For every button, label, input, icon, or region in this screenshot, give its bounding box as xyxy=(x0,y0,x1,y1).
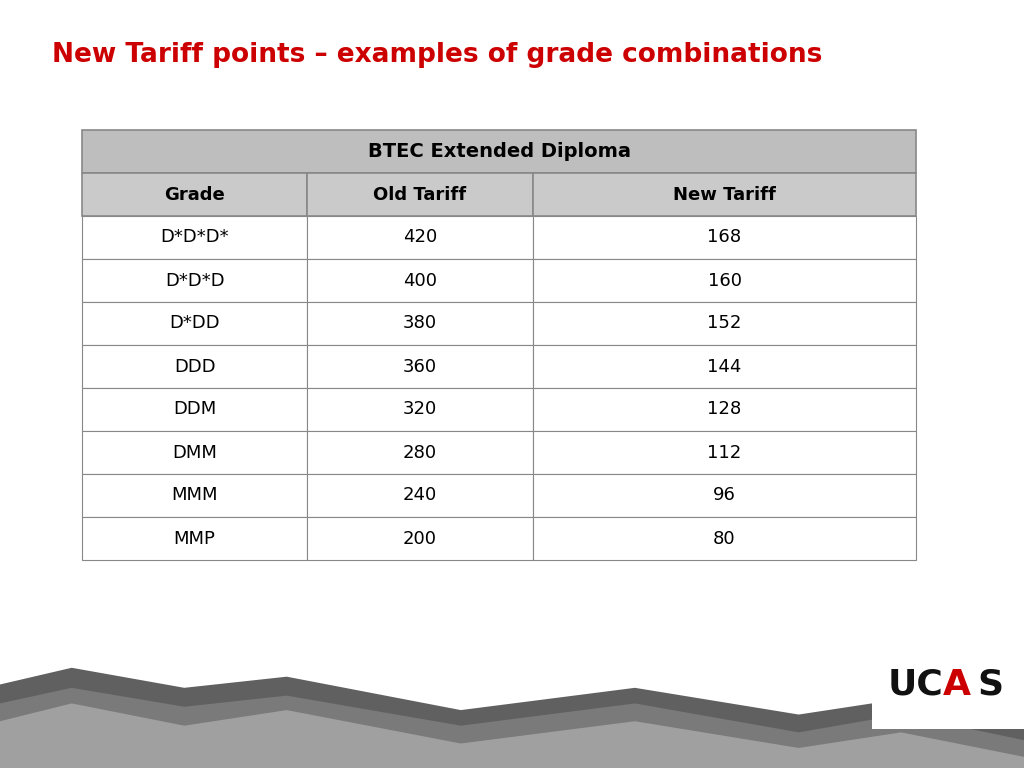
Text: D*DD: D*DD xyxy=(169,315,220,333)
Bar xyxy=(307,474,532,517)
Text: 80: 80 xyxy=(714,529,736,548)
Bar xyxy=(532,388,916,431)
Bar xyxy=(82,517,307,560)
Text: New Tariff points – examples of grade combinations: New Tariff points – examples of grade co… xyxy=(52,42,822,68)
Bar xyxy=(307,517,532,560)
Bar xyxy=(82,216,307,259)
Text: UC: UC xyxy=(888,668,943,702)
Text: A: A xyxy=(943,668,971,702)
Bar xyxy=(872,649,1024,729)
Bar xyxy=(82,388,307,431)
Bar xyxy=(82,130,916,173)
Bar xyxy=(307,173,532,216)
PathPatch shape xyxy=(0,703,1024,768)
Bar xyxy=(307,302,532,345)
Text: DMM: DMM xyxy=(172,443,217,462)
Text: DDD: DDD xyxy=(174,357,215,376)
Bar xyxy=(307,259,532,302)
Text: 400: 400 xyxy=(402,272,437,290)
Text: 112: 112 xyxy=(708,443,741,462)
Text: 168: 168 xyxy=(708,229,741,247)
Bar xyxy=(307,216,532,259)
Bar xyxy=(307,388,532,431)
Text: 96: 96 xyxy=(713,486,736,505)
Bar xyxy=(532,302,916,345)
Bar xyxy=(82,474,307,517)
Text: 152: 152 xyxy=(708,315,741,333)
Text: 380: 380 xyxy=(402,315,437,333)
Text: New Tariff: New Tariff xyxy=(673,186,776,204)
Bar xyxy=(532,474,916,517)
Text: 240: 240 xyxy=(402,486,437,505)
Bar xyxy=(532,517,916,560)
Bar xyxy=(82,431,307,474)
Bar xyxy=(82,302,307,345)
Text: 128: 128 xyxy=(708,400,741,419)
Bar xyxy=(307,345,532,388)
Bar xyxy=(82,345,307,388)
Text: 320: 320 xyxy=(402,400,437,419)
Text: 144: 144 xyxy=(708,357,741,376)
Text: MMP: MMP xyxy=(174,529,215,548)
Text: DDM: DDM xyxy=(173,400,216,419)
Bar xyxy=(82,259,307,302)
Text: D*D*D: D*D*D xyxy=(165,272,224,290)
Bar xyxy=(532,173,916,216)
Bar xyxy=(532,345,916,388)
Bar xyxy=(532,259,916,302)
Text: MMM: MMM xyxy=(171,486,218,505)
Text: S: S xyxy=(977,668,1004,702)
Text: 200: 200 xyxy=(402,529,437,548)
Bar xyxy=(307,431,532,474)
Bar xyxy=(82,173,307,216)
Text: 420: 420 xyxy=(402,229,437,247)
PathPatch shape xyxy=(0,688,1024,768)
Text: Grade: Grade xyxy=(164,186,225,204)
Text: D*D*D*: D*D*D* xyxy=(161,229,229,247)
Bar xyxy=(532,216,916,259)
Text: BTEC Extended Diploma: BTEC Extended Diploma xyxy=(368,142,631,161)
Text: 360: 360 xyxy=(402,357,437,376)
Text: 280: 280 xyxy=(402,443,437,462)
Bar xyxy=(532,431,916,474)
PathPatch shape xyxy=(0,668,1024,768)
Text: Old Tariff: Old Tariff xyxy=(374,186,467,204)
Text: 160: 160 xyxy=(708,272,741,290)
